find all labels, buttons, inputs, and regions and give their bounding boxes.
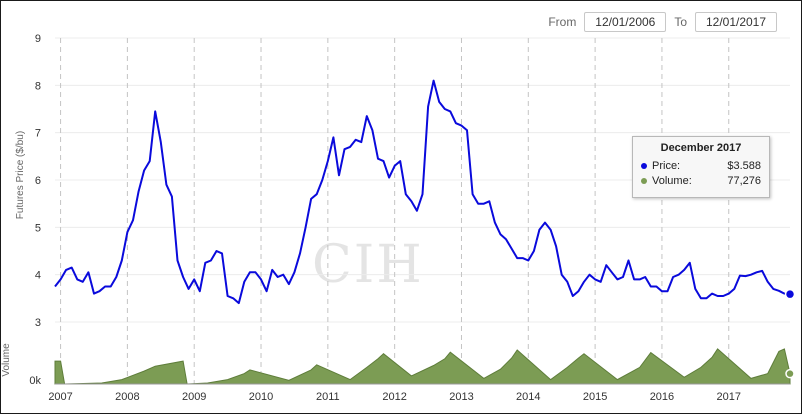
- from-label: From: [548, 15, 577, 29]
- price-line: [54, 79, 791, 305]
- y-tick-label: 8: [35, 80, 41, 92]
- y-tick-label: 3: [35, 317, 41, 329]
- x-tick-label: 2013: [449, 391, 473, 403]
- y-tick-label: 5: [35, 222, 41, 234]
- price-dot-icon: [641, 162, 647, 169]
- tooltip-price-label: Price:: [652, 159, 681, 172]
- hover-tooltip: December 2017 Price: $3.588 Volume: 77,2…: [632, 136, 770, 198]
- tooltip-volume-value: 77,276: [727, 174, 761, 187]
- x-tick-label: 2010: [249, 391, 273, 403]
- tooltip-title: December 2017: [660, 142, 742, 154]
- x-tick-label: 2007: [48, 391, 72, 403]
- gridlines: [55, 37, 790, 384]
- tooltip-price-value: $3.588: [727, 159, 761, 172]
- price-hover-marker: [784, 288, 796, 300]
- volume-area: [54, 348, 791, 385]
- to-date-input[interactable]: [695, 12, 777, 32]
- watermark-logo: CIH: [312, 235, 424, 295]
- tooltip-volume-row: Volume: 77,276: [641, 173, 761, 188]
- to-label: To: [674, 15, 687, 29]
- volume-plot: [54, 348, 795, 385]
- price-plot: [54, 79, 796, 305]
- tooltip-price-row: Price: $3.588: [641, 158, 761, 173]
- y-tick-label: 6: [35, 175, 41, 187]
- y-tick-label: 9: [35, 33, 41, 45]
- volume-tick-label: 0k: [29, 375, 41, 387]
- x-tick-label: 2014: [516, 391, 540, 403]
- x-tick-label: 2011: [316, 391, 340, 403]
- y-axis-title: Futures Price ($/bu): [15, 131, 26, 219]
- y-tick-label: 4: [35, 270, 41, 282]
- from-date-input[interactable]: [584, 12, 667, 32]
- y-tick-label: 7: [35, 128, 41, 140]
- volume-dot-icon: [641, 177, 647, 184]
- x-tick-label: 2015: [583, 391, 607, 403]
- volume-axis-title: Volume: [1, 343, 12, 377]
- x-tick-label: 2016: [650, 391, 674, 403]
- tooltip-volume-label: Volume:: [652, 174, 692, 187]
- x-tick-label: 2017: [717, 391, 741, 403]
- axes: 3 4 5 6 7 8 9 2007 2008 2009 2010 2011 2012 2013 2014 2…: [29, 33, 790, 403]
- volume-hover-marker: [785, 368, 795, 379]
- x-tick-label: 2008: [115, 391, 139, 403]
- x-tick-label: 2012: [382, 391, 406, 403]
- date-range-selector: From To: [540, 11, 777, 33]
- x-tick-label: 2009: [182, 391, 206, 403]
